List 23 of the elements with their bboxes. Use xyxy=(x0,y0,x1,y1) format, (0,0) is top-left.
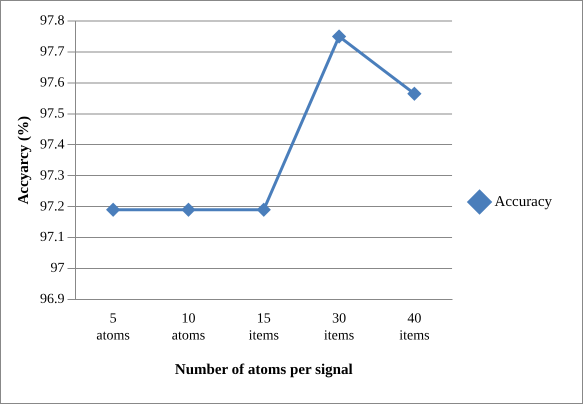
y-tick-label: 97.6 xyxy=(40,76,64,91)
y-tick-label: 97.5 xyxy=(40,106,64,122)
y-tick-label: 96.9 xyxy=(40,292,64,308)
x-tick-label: 40 items xyxy=(399,311,430,344)
point xyxy=(257,203,270,216)
y-tick-label: 97.7 xyxy=(40,44,64,60)
x-axis-title: Number of atoms per signal xyxy=(174,362,353,378)
y-tick-label: 97.2 xyxy=(40,199,64,214)
y-tick-label: 97.8 xyxy=(40,14,64,29)
legend-label: Accuracy xyxy=(494,194,552,210)
y-tick-label: 97 xyxy=(50,261,64,276)
point xyxy=(332,30,346,43)
x-tick-label: 10 atoms xyxy=(172,311,206,344)
y-tick-label: 97.1 xyxy=(40,230,64,246)
y-tick-label: 97.3 xyxy=(40,168,64,184)
x-tick-label: 5 atoms xyxy=(96,311,130,344)
x-tick-label: 30 items xyxy=(324,311,354,344)
x-tick-label: 15 items xyxy=(248,311,279,344)
y-axis-title: Accyarcy (%) xyxy=(16,116,32,204)
y-tick-label: 97.4 xyxy=(40,137,64,152)
point xyxy=(182,203,195,216)
point xyxy=(408,87,421,100)
point xyxy=(106,203,120,216)
